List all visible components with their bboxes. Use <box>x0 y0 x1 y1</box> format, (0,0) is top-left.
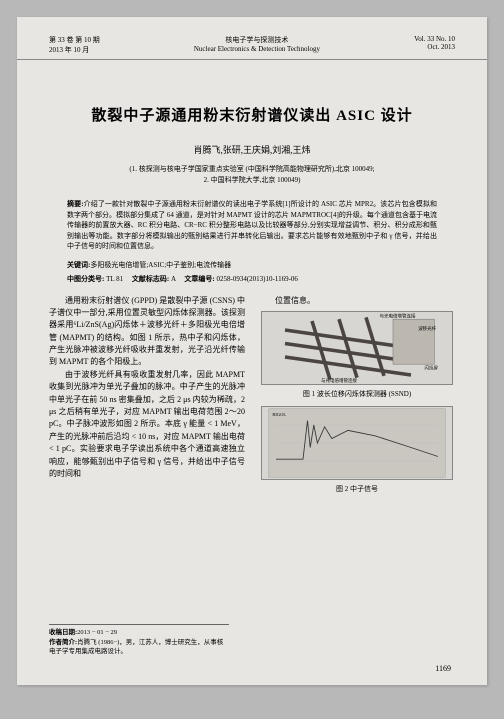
doc-code-label: 文献标志码: <box>132 275 169 283</box>
fig1-label: 波移光纤 <box>418 325 436 332</box>
doc-code: A <box>171 275 176 283</box>
author-bio: 作者简介:肖腾飞 (1986−)，男，江苏人，博士研究生，从事核电子学专用集成电… <box>49 638 229 658</box>
figure-1: 与光电倍增管连接 波移光纤 与光电倍增管连接 闪烁屏 <box>261 311 453 385</box>
article-title: 散裂中子源通用粉末衍射谱仪读出 ASIC 设计 <box>47 104 457 125</box>
affiliation-1: (1. 核探测与核电子学国家重点实验室 (中国科学院高能物理研究所),北京 10… <box>67 164 437 175</box>
body-columns: 通用粉末衍射谱仪 (GPPD) 是散裂中子源 (CSNS) 中子谱仪中一部分,采… <box>49 295 455 501</box>
received-date: 收稿日期:2013 − 01 − 29 <box>49 628 229 638</box>
keywords-label: 关键词: <box>67 261 90 269</box>
fig1-label: 闪烁屏 <box>425 364 439 371</box>
classification-line: 中图分类号: TL 81 文献标志码: A 文章编号: 0258-0934(20… <box>67 274 437 285</box>
received-value: 2013 − 01 − 29 <box>77 629 117 636</box>
figure-2: RIGOL <box>261 406 453 480</box>
body-paragraph: 由于波移光纤具有吸收重发射几率，因此 MAPMT 收集到光脉冲为单光子叠加的脉冲… <box>49 369 245 481</box>
page: 第 33 卷 第 10 期 2013 年 10 月 核电子学与探测技术 Nucl… <box>17 17 487 685</box>
fig1-label: 与光电倍增管连接 <box>321 377 357 384</box>
footnote: 收稿日期:2013 − 01 − 29 作者简介:肖腾飞 (1986−)，男，江… <box>49 624 229 657</box>
keywords-text: 多阳极光电倍增管;ASIC;中子鉴别;电流传输器 <box>90 261 231 269</box>
header-right: Vol. 33 No. 10 Oct. 2013 <box>414 35 455 55</box>
received-label: 收稿日期: <box>49 629 77 636</box>
journal-name-cn: 核电子学与探测技术 <box>194 35 320 45</box>
clc-code: TL 81 <box>106 275 123 283</box>
right-column: 位置信息。 与光电倍增管连接 波移光纤 与光电倍增管连接 闪烁屏 <box>259 295 455 501</box>
header-left: 第 33 卷 第 10 期 2013 年 10 月 <box>49 35 100 55</box>
issn-label: 文章编号: <box>184 275 214 283</box>
body-paragraph: 通用粉末衍射谱仪 (GPPD) 是散裂中子源 (CSNS) 中子谱仪中一部分,采… <box>49 295 245 369</box>
left-column: 通用粉末衍射谱仪 (GPPD) 是散裂中子源 (CSNS) 中子谱仪中一部分,采… <box>49 295 245 501</box>
volume-issue-en: Vol. 33 No. 10 <box>414 35 455 43</box>
running-header: 第 33 卷 第 10 期 2013 年 10 月 核电子学与探测技术 Nucl… <box>17 17 487 60</box>
abstract-text: 介绍了一款针对散裂中子源通用粉末衍射谱仪的读出电子学系统[1]所设计的 ASIC… <box>67 200 437 250</box>
affiliation-2: 2. 中国科学院大学,北京 100049) <box>67 175 437 186</box>
author-list: 肖腾飞,张研,王庆娟,刘湘,王炜 <box>47 143 457 156</box>
journal-name-en: Nuclear Electronics & Detection Technolo… <box>194 45 320 53</box>
date-en: Oct. 2013 <box>414 43 455 51</box>
volume-issue-cn: 第 33 卷 第 10 期 <box>49 35 100 45</box>
fig2-scope-brand: RIGOL <box>272 412 286 417</box>
figure-1-caption: 图 1 波长位移闪烁体探测器 (SSND) <box>259 389 455 400</box>
page-number: 1169 <box>435 664 451 673</box>
abstract: 摘要:介绍了一款针对散裂中子源通用粉末衍射谱仪的读出电子学系统[1]所设计的 A… <box>67 199 437 252</box>
oscilloscope-trace-icon: RIGOL <box>262 407 452 479</box>
date-cn: 2013 年 10 月 <box>49 45 100 55</box>
fig1-label: 与光电倍增管连接 <box>380 312 416 319</box>
detector-diagram-icon: 与光电倍增管连接 波移光纤 与光电倍增管连接 闪烁屏 <box>262 312 452 384</box>
keywords: 关键词:多阳极光电倍增管;ASIC;中子鉴别;电流传输器 <box>67 260 437 271</box>
clc-label: 中图分类号: <box>67 275 104 283</box>
body-paragraph: 位置信息。 <box>259 295 455 307</box>
header-center: 核电子学与探测技术 Nuclear Electronics & Detectio… <box>194 35 320 55</box>
author-bio-label: 作者简介: <box>49 639 77 646</box>
abstract-label: 摘要: <box>67 200 84 208</box>
figure-2-caption: 图 2 中子信号 <box>259 484 455 495</box>
affiliations: (1. 核探测与核电子学国家重点实验室 (中国科学院高能物理研究所),北京 10… <box>67 164 437 185</box>
article-id: 0258-0934(2013)10-1169-06 <box>217 275 298 283</box>
